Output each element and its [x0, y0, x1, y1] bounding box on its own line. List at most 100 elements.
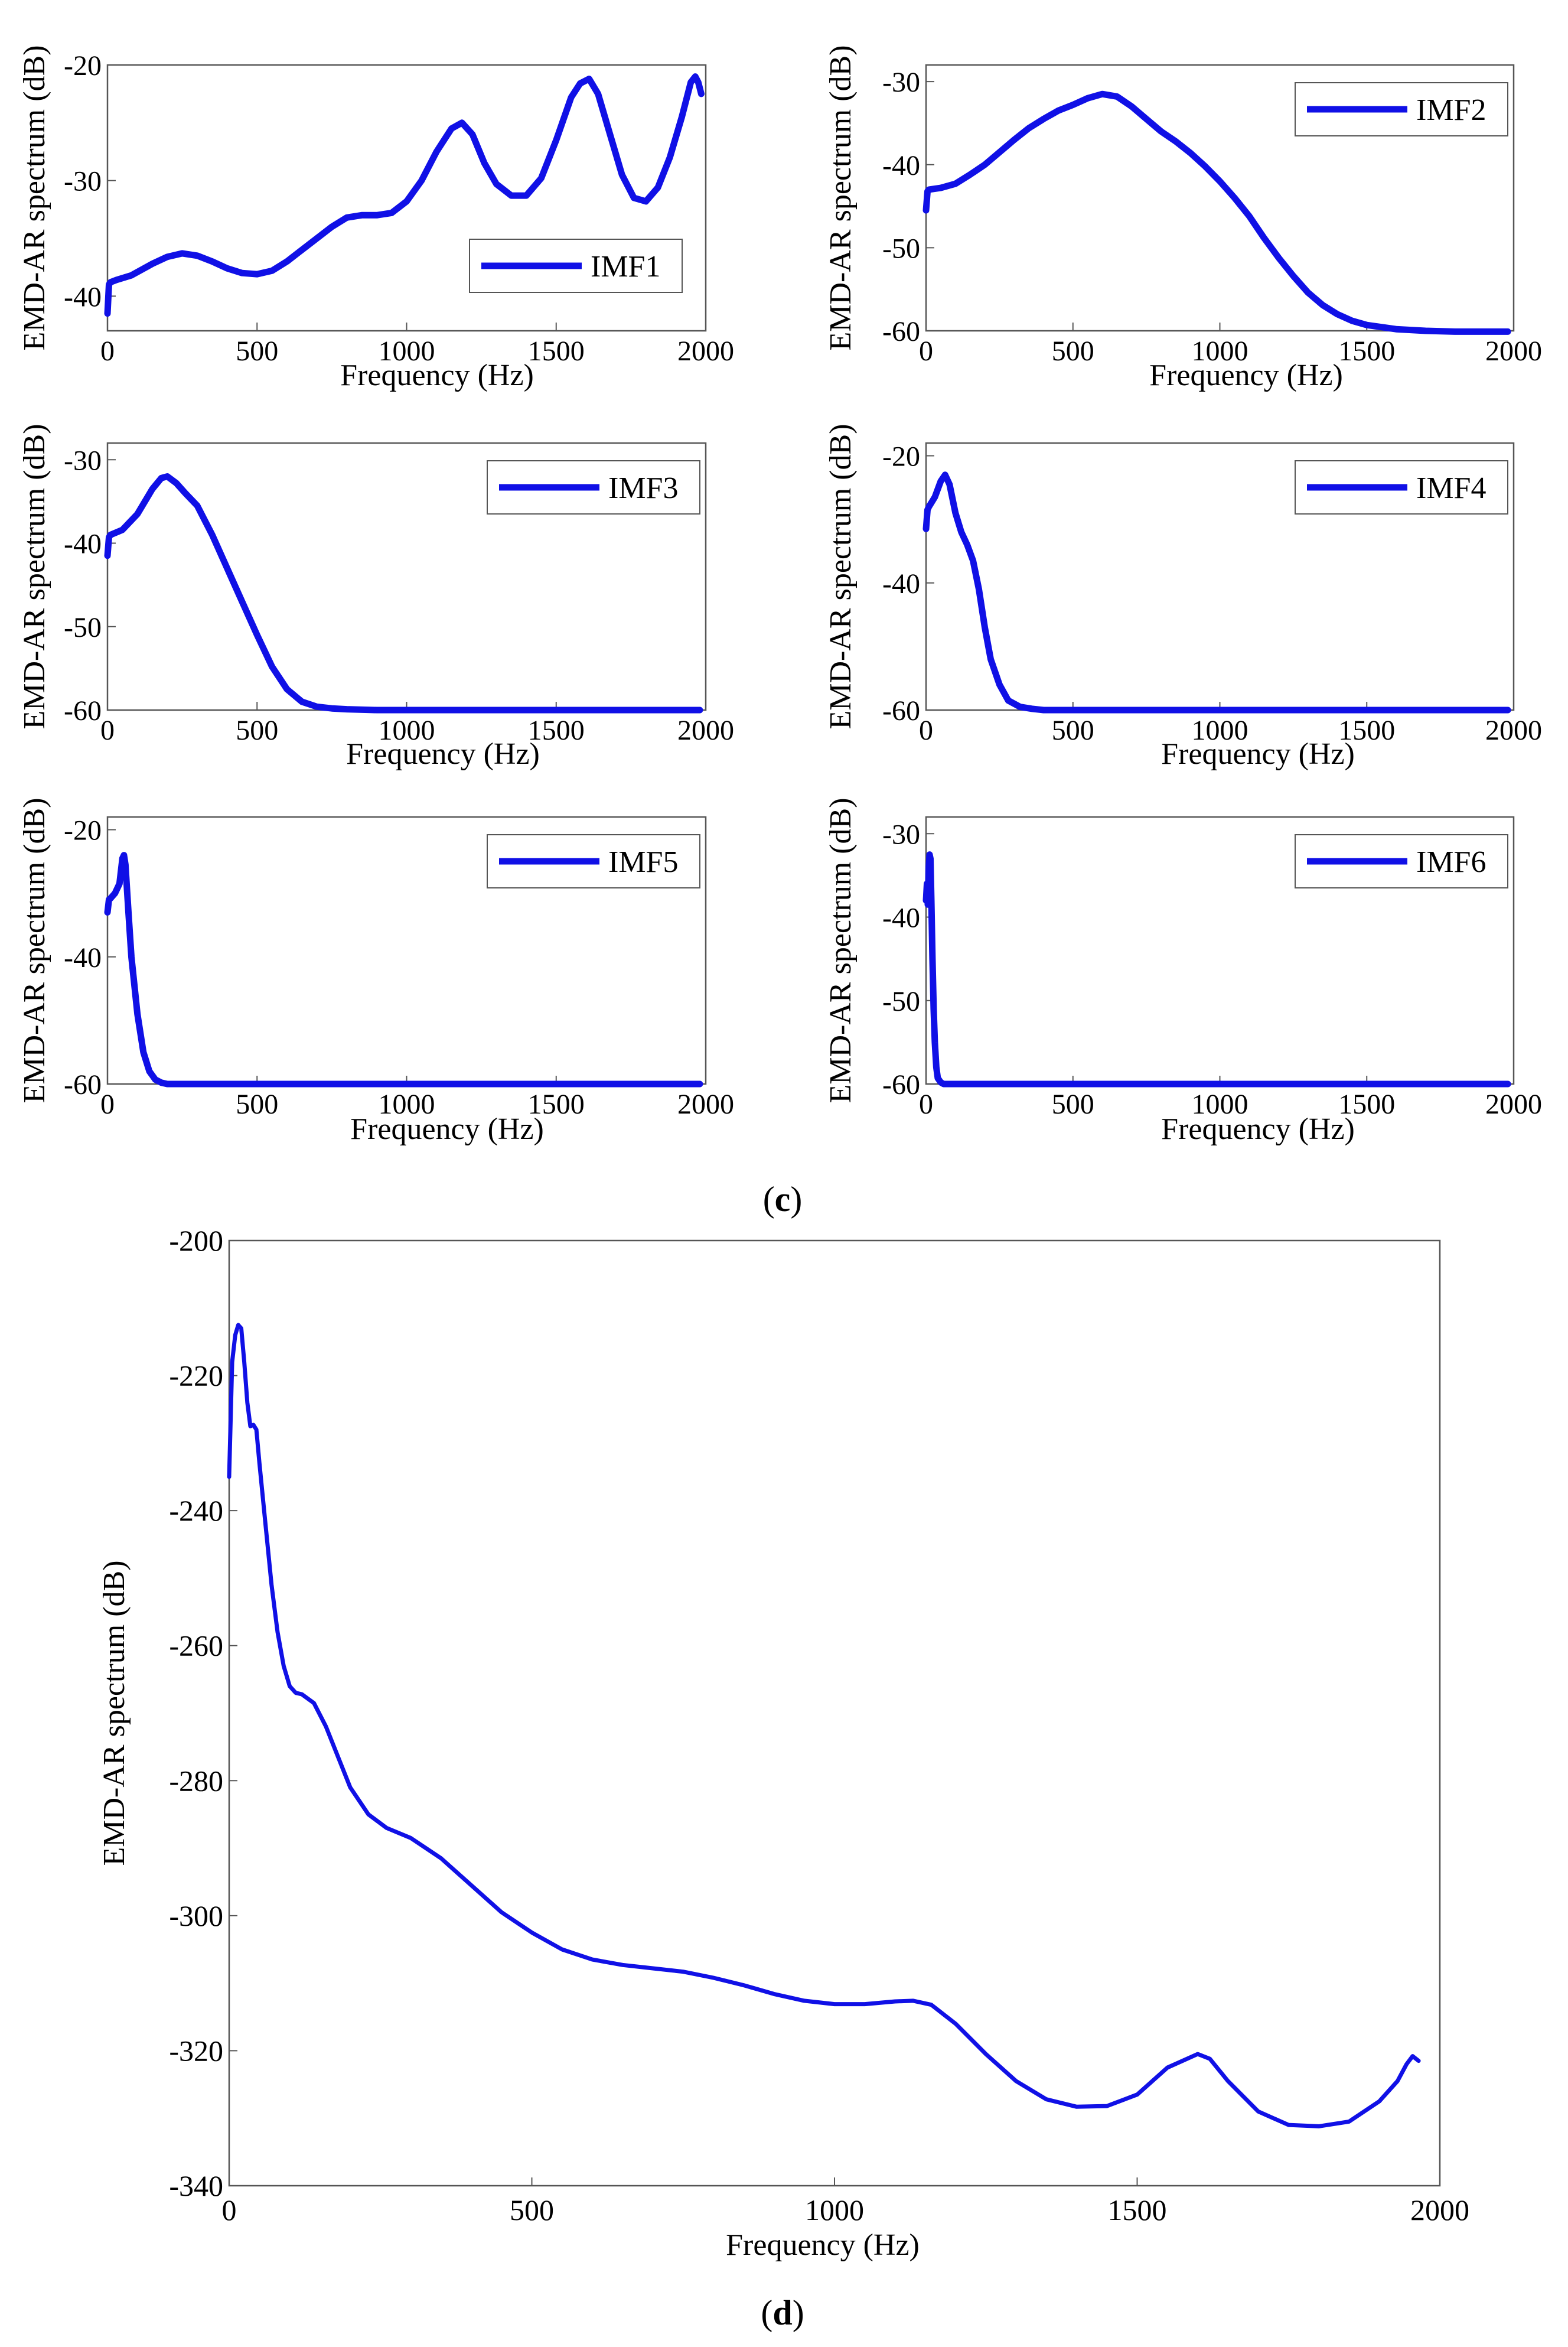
caption-d-letter: d [772, 2293, 792, 2332]
imf1-xtick-label: 0 [100, 336, 115, 367]
imf6-ytick-label: -50 [882, 986, 920, 1017]
imf2-xlabel: Frequency (Hz) [1149, 359, 1343, 392]
imf5-ylabel: EMD-AR spectrum (dB) [18, 797, 51, 1103]
imf6-legend: IMF6 [1295, 834, 1508, 888]
imf1-ylabel: EMD-AR spectrum (dB) [18, 45, 51, 350]
imf6-ylabel: EMD-AR spectrum (dB) [824, 797, 858, 1103]
main-xlabel: Frequency (Hz) [726, 2228, 920, 2262]
imf3-xtick-label: 1000 [379, 715, 435, 746]
imf5-series-line [104, 852, 703, 1088]
main-xtick-label: 0 [222, 2193, 237, 2226]
imf1-ytick-label: -40 [64, 281, 102, 313]
imf5-xtick-label: 500 [236, 1089, 278, 1120]
imf5-xtick-label: 2000 [677, 1089, 734, 1120]
imf3-ylabel: EMD-AR spectrum (dB) [18, 424, 51, 729]
imf4-legend-label: IMF4 [1416, 471, 1486, 505]
imf4-legend: IMF4 [1295, 460, 1508, 515]
imf2-legend-label: IMF2 [1416, 93, 1486, 127]
imf1-xtick-label: 500 [236, 336, 278, 367]
imf1-xlabel: Frequency (Hz) [340, 359, 534, 392]
caption-d-close: ) [793, 2293, 804, 2332]
caption-c-open: ( [763, 1180, 775, 1219]
imf6-xtick-label: 1000 [1192, 1089, 1248, 1120]
imf6-xtick-label: 2000 [1485, 1089, 1542, 1120]
imf4-ytick-label: -20 [882, 441, 920, 473]
main-xtick-label: 2000 [1410, 2193, 1469, 2226]
imf4-ylabel: EMD-AR spectrum (dB) [824, 424, 858, 729]
imf1-series-line [104, 73, 705, 317]
imf3-ytick-label: -60 [64, 695, 102, 727]
imf6-series-line [922, 851, 1511, 1088]
imf2-series-line [922, 90, 1511, 335]
main-xtick-label: 1500 [1108, 2193, 1167, 2226]
imf2-ytick-label: -30 [882, 67, 920, 98]
imf3-legend: IMF3 [487, 460, 700, 515]
imf4-xtick-label: 1500 [1338, 715, 1395, 746]
imf2-ytick-label: -40 [882, 150, 920, 181]
imf4-xtick-label: 0 [919, 715, 933, 746]
main-ylabel: EMD-AR spectrum (dB) [97, 1560, 131, 1866]
imf2-xtick-label: 0 [919, 336, 933, 367]
imf2-xtick-label: 2000 [1485, 336, 1542, 367]
imf2-xtick-label: 500 [1052, 336, 1094, 367]
imf6-xlabel: Frequency (Hz) [1161, 1112, 1355, 1146]
imf1-ytick-label: -20 [64, 50, 102, 82]
imf5-xlabel: Frequency (Hz) [350, 1112, 544, 1146]
imf2-xtick-label: 1500 [1338, 336, 1395, 367]
imf2-ytick-label: -50 [882, 233, 920, 264]
chart-main: 0 500 1000 1500 2000 -200 -220 -240 -260 -280 -300… [97, 1224, 1469, 2262]
caption-c: (c) [763, 1180, 803, 1219]
imf3-series-line [104, 473, 703, 714]
imf5-xtick-label: 1500 [528, 1089, 585, 1120]
chart-imf5: 0 500 1000 1500 2000 -20 -40 -60 Frequency (Hz) E… [18, 797, 734, 1146]
imf3-ytick-label: -50 [64, 612, 102, 643]
imf4-ytick-label: -60 [882, 695, 920, 727]
imf5-xtick-label: 0 [100, 1089, 115, 1120]
imf5-ytick-label: -40 [64, 942, 102, 974]
chart-imf4: 0 500 1000 1500 2000 -20 -40 -60 Frequency (Hz) E… [824, 424, 1542, 771]
imf1-legend-label: IMF1 [591, 250, 660, 284]
imf4-ytick-label: -40 [882, 568, 920, 600]
imf1-ytick-label: -30 [64, 166, 102, 197]
imf5-ytick-label: -20 [64, 815, 102, 847]
imf2-ytick-label: -60 [882, 316, 920, 347]
main-ytick-label: -340 [169, 2169, 223, 2202]
imf6-ytick-label: -30 [882, 819, 920, 850]
caption-d: (d) [761, 2293, 804, 2332]
chart-imf1: 0 500 1000 1500 2000 -20 -30 -40 Frequency (Hz) E… [18, 45, 734, 392]
imf5-legend: IMF5 [487, 834, 700, 888]
imf5-ytick-label: -60 [64, 1069, 102, 1101]
imf3-xtick-label: 2000 [677, 715, 734, 746]
imf3-ytick-label: -40 [64, 529, 102, 560]
imf6-xtick-label: 0 [919, 1089, 933, 1120]
main-series-line [227, 1323, 1421, 2128]
imf4-xtick-label: 2000 [1485, 715, 1542, 746]
main-axes-box [228, 1239, 1441, 2187]
imf6-xtick-label: 500 [1052, 1089, 1094, 1120]
imf2-ylabel: EMD-AR spectrum (dB) [824, 45, 858, 350]
chart-imf3: 0 500 1000 1500 2000 -30 -40 -50 -60 Frequency (H… [18, 424, 734, 771]
imf1-legend: IMF1 [469, 239, 683, 293]
imf3-ytick-label: -30 [64, 445, 102, 476]
imf4-xtick-label: 500 [1052, 715, 1094, 746]
imf1-xtick-label: 1500 [528, 336, 585, 367]
imf3-xtick-label: 1500 [528, 715, 585, 746]
imf3-legend-label: IMF3 [608, 471, 678, 505]
main-ytick-label: -200 [169, 1224, 223, 1257]
imf4-series-line [922, 471, 1511, 714]
caption-c-letter: c [775, 1180, 791, 1219]
imf2-xtick-label: 1000 [1192, 336, 1248, 367]
main-ytick-label: -260 [169, 1629, 223, 1662]
main-ytick-label: -320 [169, 2034, 223, 2067]
caption-d-open: ( [761, 2293, 772, 2332]
imf6-ytick-label: -60 [882, 1069, 920, 1101]
imf3-xtick-label: 500 [236, 715, 278, 746]
imf4-xtick-label: 1000 [1192, 715, 1248, 746]
imf4-xlabel: Frequency (Hz) [1161, 737, 1355, 771]
main-ytick-label: -300 [169, 1899, 223, 1932]
imf6-ytick-label: -40 [882, 903, 920, 934]
main-xtick-label: 1000 [805, 2193, 864, 2226]
imf6-xtick-label: 1500 [1338, 1089, 1395, 1120]
imf1-xtick-label: 2000 [677, 336, 734, 367]
